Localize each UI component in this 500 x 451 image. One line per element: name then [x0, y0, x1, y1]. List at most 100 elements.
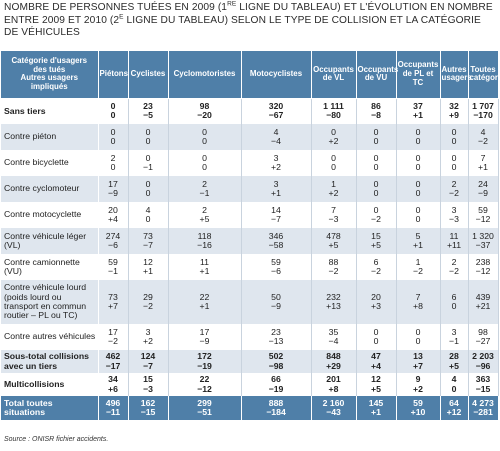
value-2009: 22	[199, 291, 210, 302]
value-2009: 1	[331, 178, 336, 189]
table-cell: 145 +1	[356, 396, 397, 420]
table-cell: 3 −3	[440, 202, 469, 228]
value-2009: 363	[475, 374, 491, 385]
value-2009: 4	[480, 126, 486, 137]
table-cell: 12 +1	[128, 254, 169, 280]
table-cell: 502 −98	[241, 350, 312, 373]
value-change: 0	[202, 162, 207, 172]
value-change: −9	[199, 336, 210, 346]
table-cell: 0 −1	[128, 150, 169, 176]
value-change: −12	[475, 214, 491, 224]
header-col-4: Occupants de VL	[311, 51, 357, 99]
value-2009: 2	[202, 178, 207, 189]
value-change: 0	[331, 162, 336, 172]
value-change: +4	[371, 360, 381, 371]
table-cell: 9 +2	[396, 373, 441, 396]
value-change: 0	[110, 110, 116, 121]
table-cell: 462 −17	[98, 350, 129, 373]
value-2009: 7	[331, 204, 336, 215]
value-2009: 15	[371, 230, 381, 241]
value-2009: 299	[197, 397, 212, 408]
value-change: −96	[475, 360, 491, 371]
value-2009: 12	[143, 256, 153, 267]
table-cell: 59 −12	[468, 202, 499, 228]
value-change: 0	[145, 136, 151, 146]
value-change: −4	[328, 336, 339, 346]
table-cell: 24 −9	[468, 176, 499, 202]
value-change: +10	[410, 407, 426, 417]
value-change: +1	[271, 188, 281, 198]
table-cell: 320 −67	[241, 98, 312, 124]
value-2009: 34	[108, 374, 118, 385]
table-cell: 0 +2	[311, 124, 357, 150]
source-note: Source : ONISR fichier accidents.	[4, 436, 109, 443]
table-cell: 201 +8	[311, 373, 357, 396]
value-2009: 2	[110, 152, 116, 163]
value-change: +2	[413, 383, 423, 394]
value-2009: 0	[145, 152, 151, 163]
value-change: −3	[449, 214, 459, 224]
value-change: 0	[415, 162, 421, 172]
value-change: +9	[449, 110, 459, 121]
value-change: −67	[268, 110, 284, 121]
row-label: Contre autres véhicules	[1, 324, 99, 350]
value-2009: 15	[143, 374, 153, 385]
value-change: −6	[271, 266, 281, 276]
value-change: +1	[478, 162, 488, 172]
table-cell: 35 −4	[311, 324, 357, 350]
value-2009: 0	[373, 204, 379, 215]
value-change: +1	[199, 266, 210, 276]
value-change: −51	[197, 407, 212, 417]
value-2009: 0	[202, 126, 207, 137]
table-cell: 1 111 −80	[311, 98, 357, 124]
value-change: −20	[197, 110, 212, 121]
value-2009: 0	[373, 152, 379, 163]
table-cell: 12 +5	[356, 373, 397, 396]
table-cell: 2 +5	[168, 202, 242, 228]
value-change: +5	[328, 240, 339, 250]
value-2009: 73	[108, 291, 118, 302]
value-2009: 848	[326, 351, 341, 362]
value-2009: 0	[373, 326, 379, 337]
table-cell: 66 −19	[241, 373, 312, 396]
value-2009: 17	[199, 326, 210, 337]
value-2009: 274	[105, 230, 121, 241]
table-cell: 2 −2	[440, 176, 469, 202]
table-cell: 59 −6	[241, 254, 312, 280]
value-change: −184	[266, 407, 286, 417]
table-cell: 34 +6	[98, 373, 129, 396]
value-2009: 32	[449, 100, 459, 111]
value-2009: 37	[413, 100, 423, 111]
value-change: −37	[475, 240, 491, 250]
value-2009: 59	[413, 397, 423, 408]
value-change: −2	[371, 214, 381, 224]
value-change: 0	[415, 214, 421, 224]
value-2009: 3	[145, 326, 151, 337]
value-change: 0	[415, 136, 421, 146]
value-2009: 0	[415, 152, 421, 163]
value-change: 0	[451, 301, 457, 311]
value-change: +7	[108, 301, 118, 311]
header-col-1: Cyclistes	[128, 51, 169, 99]
table-cell: 888 −184	[241, 396, 312, 420]
value-2009: 17	[108, 178, 118, 189]
value-2009: 86	[371, 100, 381, 111]
value-2009: 88	[328, 256, 339, 267]
value-2009: 478	[326, 230, 341, 241]
value-change: −13	[268, 336, 284, 346]
header-col-2: Cyclomotoristes	[168, 51, 242, 99]
value-change: +4	[108, 214, 118, 224]
value-2009: 201	[326, 374, 341, 385]
table-cell: 50 −9	[241, 280, 312, 324]
value-2009: 7	[415, 291, 421, 302]
value-change: −58	[268, 240, 284, 250]
value-change: +2	[328, 188, 339, 198]
value-change: −281	[473, 407, 493, 417]
value-2009: 29	[143, 291, 153, 302]
value-change: −8	[371, 110, 381, 121]
